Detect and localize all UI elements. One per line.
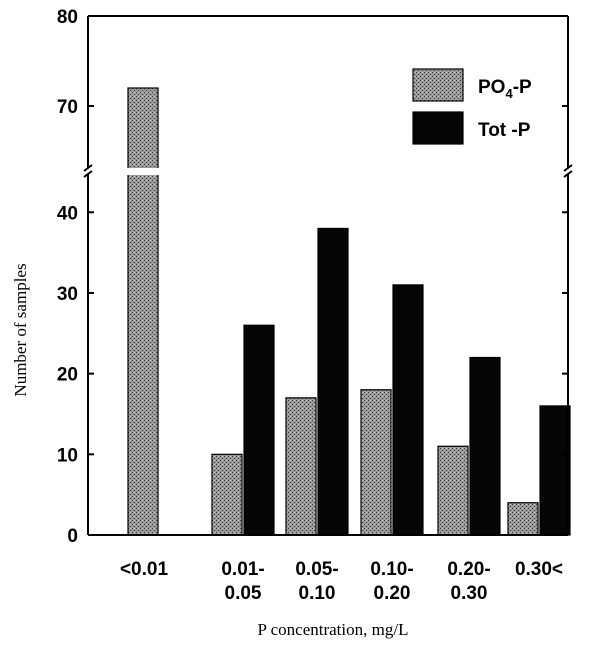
bar-po4-p-3 [360, 389, 392, 536]
x-tick-label-1: 0.01-0.05 [221, 559, 264, 604]
bar-po4-p-4 [437, 445, 469, 536]
plot-area [126, 87, 571, 536]
x-tick-label-2: 0.05-0.10 [295, 559, 338, 604]
bar-po4-p-2 [285, 397, 317, 536]
y-axis-title: Number of samples [11, 263, 30, 396]
axes: 0 10 20 30 40 70 80 <0.01 0.01-0.05 0.05-0.10 0.10… [57, 7, 573, 604]
axis-break-gap [126, 168, 162, 175]
bar-tot-p-3 [392, 284, 424, 536]
bar-tot-p-5 [539, 405, 571, 536]
y-tick-label-0: 0 [67, 526, 78, 547]
bar-po4-p-5 [507, 502, 539, 536]
x-tick-label-5: 0.30< [515, 559, 563, 580]
bar-po4-p-1 [211, 453, 243, 536]
bar-po4-p-0 [127, 87, 159, 536]
bar-tot-p-4 [469, 356, 501, 536]
legend-swatch-po4-p [412, 68, 464, 102]
x-tick-label-4: 0.20-0.30 [447, 559, 490, 604]
axis-break-mark-right-a [563, 164, 573, 172]
y-tick-label-70: 70 [57, 97, 78, 118]
x-tick-label-3: 0.10-0.20 [370, 559, 413, 604]
y-tick-label-80: 80 [57, 7, 78, 28]
axis-break-mark-left-a [83, 164, 93, 172]
bar-tot-p-2 [317, 227, 349, 536]
legend-swatch-tot-p [412, 111, 464, 145]
y-tick-label-20: 20 [57, 365, 78, 386]
legend-label-tot-p: Tot -P [478, 120, 531, 141]
axis-break-mark-left-b [83, 170, 93, 178]
axis-break-mark-right-b [563, 170, 573, 178]
y-tick-label-40: 40 [57, 203, 78, 224]
bar-tot-p-1 [243, 324, 275, 536]
legend: PO4-P Tot -P [412, 68, 532, 145]
x-axis-title: P concentration, mg/L [258, 620, 409, 639]
x-tick-label-0: <0.01 [120, 559, 169, 580]
legend-label-po4-p: PO4-P [478, 77, 532, 101]
y-tick-label-30: 30 [57, 284, 78, 305]
y-tick-label-10: 10 [57, 445, 78, 466]
